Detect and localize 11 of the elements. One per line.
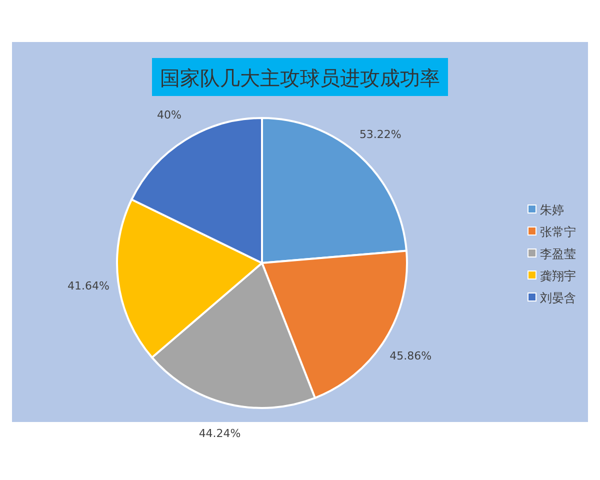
legend-label: 李盈莹: [540, 247, 576, 261]
legend-label: 刘晏含: [540, 291, 576, 305]
data-label: 53.22%: [359, 128, 402, 142]
data-label: 41.64%: [67, 279, 110, 292]
chart-title: 国家队几大主攻球员进攻成功率: [160, 66, 440, 90]
data-label: 40%: [157, 108, 182, 122]
legend-label: 朱婷: [540, 203, 564, 217]
legend-label: 张常宁: [540, 225, 576, 239]
data-label: 44.24%: [198, 426, 241, 440]
legend-label: 龚翔宇: [540, 269, 576, 283]
data-label: 45.86%: [390, 349, 432, 362]
